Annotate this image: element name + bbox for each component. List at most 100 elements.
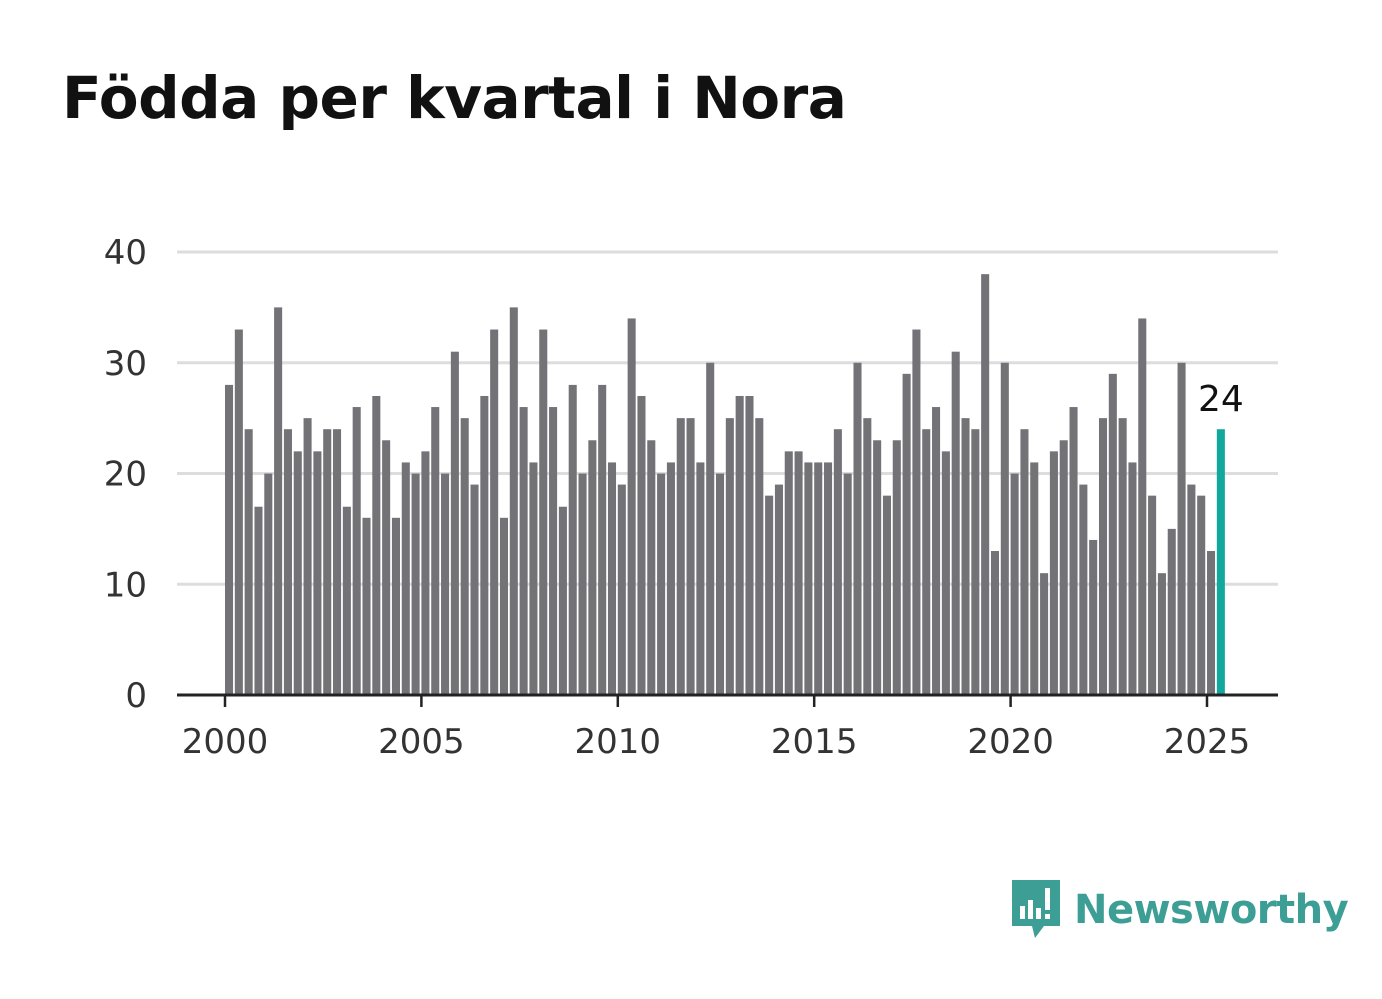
bar: [853, 362, 862, 695]
bar: [342, 506, 351, 695]
bars: [225, 274, 1225, 696]
bar: [922, 429, 931, 695]
bar: [784, 451, 793, 695]
bar: [765, 495, 774, 695]
y-tick-label: 40: [104, 233, 147, 273]
chart-title: Födda per kvartal i Nora: [62, 64, 847, 132]
bar: [666, 462, 675, 695]
bar: [382, 440, 391, 695]
bar: [1059, 440, 1068, 695]
bar: [814, 462, 823, 695]
bar: [824, 462, 833, 695]
y-axis-ticks: 0 10 20 30 40: [104, 233, 147, 716]
brand-name: Newsworthy: [1074, 887, 1349, 933]
bar: [225, 384, 234, 695]
bar: [470, 484, 479, 695]
bar: [421, 451, 430, 695]
bar: [283, 429, 292, 695]
bar: [1167, 528, 1176, 696]
bar: [558, 506, 567, 695]
bar: [441, 473, 450, 695]
bar: [912, 329, 921, 695]
bar: [794, 451, 803, 695]
annotations: 24: [1198, 379, 1244, 420]
bar: [450, 351, 459, 695]
bar: [981, 274, 990, 695]
bar: [961, 418, 970, 696]
bar: [460, 418, 469, 696]
bar: [1207, 551, 1216, 695]
bar: [647, 440, 656, 695]
bar: [519, 407, 528, 695]
bar: [1049, 451, 1058, 695]
bar: [274, 307, 283, 696]
bar: [951, 351, 960, 695]
bar: [607, 462, 617, 695]
bar: [990, 551, 1000, 695]
x-tick-label: 2025: [1164, 722, 1251, 762]
newsworthy-logo-icon: [1012, 880, 1060, 938]
bar: [617, 484, 626, 695]
x-tick-label: 2020: [967, 722, 1054, 762]
bar: [391, 517, 400, 695]
bar: [539, 329, 548, 695]
bar: [293, 451, 302, 695]
bar: [549, 407, 558, 695]
bar: [892, 440, 901, 695]
bar: [1000, 362, 1009, 695]
bar: [529, 462, 538, 695]
bar: [509, 307, 518, 696]
bar: [971, 429, 980, 695]
bar: [774, 484, 783, 695]
bar: [1079, 484, 1088, 695]
bar: [745, 395, 754, 695]
bar: [833, 429, 842, 695]
bar: [1089, 539, 1098, 695]
bar: [1138, 318, 1147, 695]
y-tick-label: 10: [104, 565, 147, 605]
bar: [499, 517, 509, 695]
x-axis: 2000 2005 2010 2015 2020 2025: [177, 693, 1278, 762]
bar: [490, 329, 499, 695]
bar: [568, 384, 577, 695]
bar: [244, 429, 253, 695]
bar: [1040, 573, 1049, 695]
bar: [706, 362, 715, 695]
bar: [941, 451, 950, 695]
bar: [657, 473, 666, 695]
bar: [1187, 484, 1196, 695]
y-tick-label: 30: [104, 344, 147, 384]
y-tick-label: 20: [104, 455, 147, 495]
bar: [804, 462, 813, 695]
y-tick-label: 0: [125, 676, 147, 716]
bar: [637, 395, 646, 695]
bar: [480, 395, 489, 695]
bar: [627, 318, 636, 695]
bar: [372, 395, 381, 695]
bar: [254, 506, 263, 695]
bar: [411, 473, 420, 695]
bar: [431, 407, 440, 695]
bar: [401, 462, 410, 695]
bar: [1177, 362, 1186, 695]
bar: [873, 440, 882, 695]
bar: [313, 451, 322, 695]
bar: [686, 418, 695, 696]
bar: [932, 407, 941, 695]
bar: [1148, 495, 1157, 695]
bar: [1030, 462, 1039, 695]
bar: [696, 462, 705, 695]
bar: [843, 473, 852, 695]
bar: [1118, 418, 1127, 696]
bar: [882, 495, 891, 695]
data-label-last: 24: [1198, 379, 1244, 420]
bar: [1108, 373, 1117, 695]
bar: [234, 329, 243, 695]
bar: [902, 373, 911, 695]
x-tick-label: 2010: [575, 722, 662, 762]
bar-highlight: [1216, 429, 1225, 695]
bar: [303, 418, 312, 696]
brand-logo: Newsworthy: [1010, 880, 1349, 940]
bar: [1010, 473, 1019, 695]
